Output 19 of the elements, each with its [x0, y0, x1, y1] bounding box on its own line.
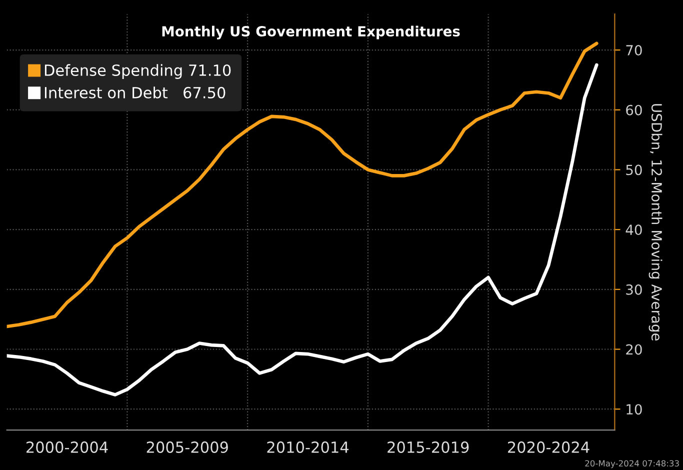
text: 20-May-2024 07:48:33 — [585, 460, 679, 468]
y-tick-label: 40 — [626, 224, 642, 236]
line-series — [6, 63, 598, 396]
y-tick-label: 20 — [626, 344, 642, 355]
legend-label: Interest on Debt 67.50 — [44, 86, 226, 98]
x-tick-label: 2000-2004 — [26, 441, 108, 453]
line-series — [6, 42, 598, 328]
x-tick-label: 2005-2009 — [146, 441, 228, 453]
y-tick-label: 60 — [626, 104, 642, 116]
text: Monthly US Government Expenditures — [162, 26, 460, 40]
legend-label: Defense Spending 71.10 — [44, 64, 231, 79]
x-tick-label: 2020-2024 — [508, 441, 590, 453]
y-tick-label: 70 — [626, 44, 642, 56]
y-tick-label: 50 — [626, 164, 642, 176]
y-tick-label: 30 — [626, 284, 642, 295]
y-tick-label: 10 — [626, 404, 642, 415]
x-tick-label: 2015-2019 — [388, 441, 469, 453]
x-tick-label: 2010-2014 — [267, 441, 349, 453]
y-axis-title: USDbn, 12-Month Moving Average — [648, 104, 662, 341]
